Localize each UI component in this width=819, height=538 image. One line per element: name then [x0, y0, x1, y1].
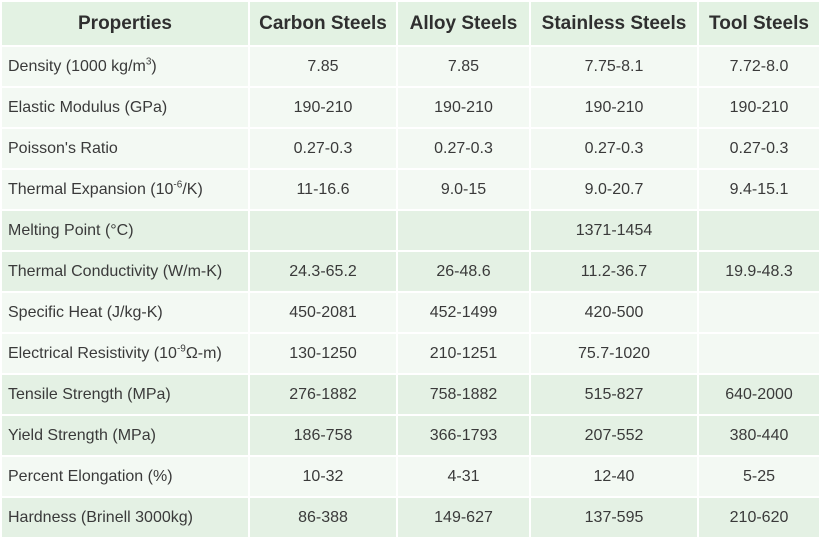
row-label-text: Thermal Conductivity (W/m-K): [8, 262, 223, 280]
table-cell: [699, 211, 819, 250]
table-cell: 210-620: [699, 498, 819, 537]
table-cell: 11.2-36.7: [531, 252, 697, 291]
row-label-text: Hardness (Brinell 3000kg): [8, 508, 193, 526]
table-cell: 9.0-15: [398, 170, 529, 209]
row-label: Hardness (Brinell 3000kg): [2, 498, 248, 537]
table-cell: 19.9-48.3: [699, 252, 819, 291]
row-label: Poisson's Ratio: [2, 129, 248, 168]
row-label-text: Elastic Modulus (GPa): [8, 98, 168, 116]
row-label-text: Poisson's Ratio: [8, 139, 118, 157]
row-label-text: Density (1000 kg/m: [8, 57, 146, 75]
table-body: Density (1000 kg/m3) 7.85 7.85 7.75-8.1 7.72…: [2, 47, 819, 537]
row-label: Specific Heat (J/kg-K): [2, 293, 248, 332]
table-cell: 207-552: [531, 416, 697, 455]
table-cell: 75.7-1020: [531, 334, 697, 373]
table-row: Thermal Conductivity (W/m-K) 24.3-65.2 26-…: [2, 252, 819, 291]
row-label: Elastic Modulus (GPa): [2, 88, 248, 127]
table-cell: 380-440: [699, 416, 819, 455]
table-cell: 0.27-0.3: [531, 129, 697, 168]
table-cell: 10-32: [250, 457, 396, 496]
table-cell: 137-595: [531, 498, 697, 537]
row-label-text: Percent Elongation (%): [8, 467, 173, 485]
row-label: Thermal Conductivity (W/m-K): [2, 252, 248, 291]
row-label-superscript: -6: [173, 179, 183, 191]
row-label: Density (1000 kg/m3): [2, 47, 248, 86]
row-label: Melting Point (°C): [2, 211, 248, 250]
table-cell: [250, 211, 396, 250]
table-cell: 450-2081: [250, 293, 396, 332]
table-cell: 758-1882: [398, 375, 529, 414]
header-alloy-steels: Alloy Steels: [398, 2, 529, 45]
header-properties: Properties: [2, 2, 248, 45]
row-label-text: Melting Point (°C): [8, 221, 134, 239]
table-cell: 24.3-65.2: [250, 252, 396, 291]
row-label: Tensile Strength (MPa): [2, 375, 248, 414]
row-label: Electrical Resistivity (10-9Ω-m): [2, 334, 248, 373]
table-cell: 26-48.6: [398, 252, 529, 291]
table-cell: 86-388: [250, 498, 396, 537]
table-cell: 7.75-8.1: [531, 47, 697, 86]
table-cell: 11-16.6: [250, 170, 396, 209]
table-cell: 1371-1454: [531, 211, 697, 250]
table-cell: 5-25: [699, 457, 819, 496]
table-row: Tensile Strength (MPa) 276-1882 758-1882 51…: [2, 375, 819, 414]
table-cell: 4-31: [398, 457, 529, 496]
row-label: Thermal Expansion (10-6/K): [2, 170, 248, 209]
table-cell: 210-1251: [398, 334, 529, 373]
table-row: Melting Point (°C) 1371-1454: [2, 211, 819, 250]
row-label-text: Thermal Expansion (10: [8, 180, 174, 198]
table-row: Electrical Resistivity (10-9Ω-m) 130-1250…: [2, 334, 819, 373]
table-cell: 7.72-8.0: [699, 47, 819, 86]
table-row: Percent Elongation (%) 10-32 4-31 12-40 5-25: [2, 457, 819, 496]
table-cell: 0.27-0.3: [699, 129, 819, 168]
table-cell: 186-758: [250, 416, 396, 455]
table-cell: 7.85: [250, 47, 396, 86]
table-cell: 452-1499: [398, 293, 529, 332]
header-stainless-steels: Stainless Steels: [531, 2, 697, 45]
row-label: Percent Elongation (%): [2, 457, 248, 496]
table-cell: 7.85: [398, 47, 529, 86]
table-cell: 190-210: [699, 88, 819, 127]
table-cell: 9.0-20.7: [531, 170, 697, 209]
table-cell: 130-1250: [250, 334, 396, 373]
table-cell: 420-500: [531, 293, 697, 332]
row-label-text: Yield Strength (MPa): [8, 426, 156, 444]
table-cell: 0.27-0.3: [250, 129, 396, 168]
row-label-text: Tensile Strength (MPa): [8, 385, 171, 403]
row-label-suffix: Ω-m): [185, 344, 222, 362]
table-row: Elastic Modulus (GPa) 190-210 190-210 190-2…: [2, 88, 819, 127]
table-header: Properties Carbon Steels Alloy Steels St…: [2, 2, 819, 45]
table-row: Yield Strength (MPa) 186-758 366-1793 207-5…: [2, 416, 819, 455]
table-cell: 190-210: [250, 88, 396, 127]
table-row: Hardness (Brinell 3000kg) 86-388 149-627 13…: [2, 498, 819, 537]
table-row: Specific Heat (J/kg-K) 450-2081 452-1499 42…: [2, 293, 819, 332]
table-cell: 366-1793: [398, 416, 529, 455]
table-cell: 12-40: [531, 457, 697, 496]
header-carbon-steels: Carbon Steels: [250, 2, 396, 45]
table-cell: [398, 211, 529, 250]
table-cell: [699, 293, 819, 332]
row-label-superscript: 3: [145, 56, 152, 68]
row-label-text: Electrical Resistivity (10: [8, 344, 177, 362]
table-cell: 640-2000: [699, 375, 819, 414]
table-row: Density (1000 kg/m3) 7.85 7.85 7.75-8.1 7.72…: [2, 47, 819, 86]
table-cell: [699, 334, 819, 373]
table-cell: 190-210: [531, 88, 697, 127]
table-row: Poisson's Ratio 0.27-0.3 0.27-0.3 0.27-0.3 0…: [2, 129, 819, 168]
row-label-superscript: -9: [176, 343, 186, 355]
table-cell: 190-210: [398, 88, 529, 127]
row-label-suffix: /K): [182, 180, 203, 198]
header-tool-steels: Tool Steels: [699, 2, 819, 45]
table-cell: 276-1882: [250, 375, 396, 414]
table-row: Thermal Expansion (10-6/K) 11-16.6 9.0-15 9…: [2, 170, 819, 209]
table-cell: 149-627: [398, 498, 529, 537]
row-label: Yield Strength (MPa): [2, 416, 248, 455]
row-label-suffix: ): [151, 57, 157, 75]
header-row: Properties Carbon Steels Alloy Steels St…: [2, 2, 819, 45]
table-cell: 515-827: [531, 375, 697, 414]
table-cell: 0.27-0.3: [398, 129, 529, 168]
table-cell: 9.4-15.1: [699, 170, 819, 209]
row-label-text: Specific Heat (J/kg-K): [8, 303, 163, 321]
